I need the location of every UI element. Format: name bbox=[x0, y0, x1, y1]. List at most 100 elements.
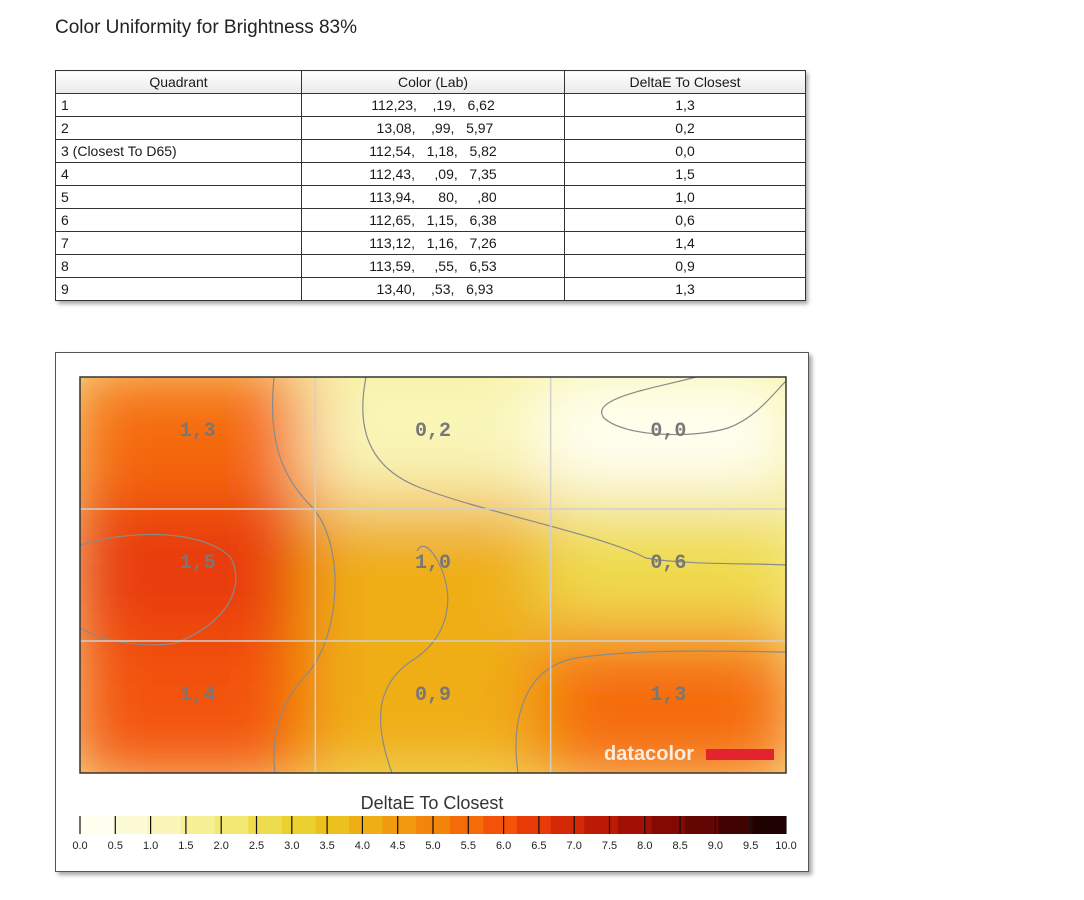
scale-swatch bbox=[113, 816, 148, 834]
scale-tick-label: 6.0 bbox=[496, 840, 511, 852]
scale-tick-label: 4.0 bbox=[355, 840, 370, 852]
scale-tick-label: 7.0 bbox=[567, 840, 582, 852]
cell-color-lab: 112,54, 1,18, 5,82 bbox=[301, 139, 565, 163]
scale-swatch bbox=[248, 816, 283, 834]
quadrant-value-label: 1,5 bbox=[180, 552, 216, 575]
heat-cells bbox=[80, 377, 786, 773]
value-labels: 1,3 0,2 0,0 1,5 1,0 0,6 1,4 0,9 1,3 bbox=[180, 420, 687, 707]
cell-color-lab: 112,23, ,19, 6,62 bbox=[301, 93, 565, 117]
scale-tick-label: 0.5 bbox=[108, 840, 123, 852]
heat-cell bbox=[80, 377, 326, 519]
header-color-lab: Color (Lab) bbox=[301, 70, 565, 94]
plot-border bbox=[79, 376, 787, 774]
heat-cell bbox=[305, 377, 561, 519]
heat-cell bbox=[80, 631, 326, 773]
quadrant-value-label: 0,9 bbox=[415, 684, 451, 707]
quadrant-value-label: 1,0 bbox=[415, 552, 451, 575]
logo-bar bbox=[706, 749, 774, 760]
scale-tick-label: 10.0 bbox=[775, 840, 796, 852]
scale-swatch bbox=[449, 816, 484, 834]
cell-quadrant: 9 bbox=[55, 277, 302, 301]
scale-tick-label: 2.5 bbox=[249, 840, 264, 852]
scale-swatch bbox=[752, 816, 787, 834]
scale-tick-label: 5.0 bbox=[425, 840, 440, 852]
quadrant-value-label: 0,0 bbox=[650, 420, 686, 443]
scale-swatch bbox=[483, 816, 518, 834]
quadrant-value-label: 1,3 bbox=[650, 684, 686, 707]
scale-swatch bbox=[348, 816, 384, 834]
contour-line bbox=[380, 545, 449, 773]
scale-swatch bbox=[214, 816, 249, 834]
scale-swatch bbox=[550, 816, 585, 834]
table-row: 9 13,40, ,53, 6,93 1,3 bbox=[55, 277, 806, 301]
scale-tick-label: 2.0 bbox=[214, 840, 229, 852]
scale-tick-label: 7.5 bbox=[602, 840, 617, 852]
scale-swatch bbox=[718, 816, 753, 834]
contour-lines bbox=[80, 377, 786, 773]
scale-tick-label: 5.5 bbox=[461, 840, 476, 852]
contour-line bbox=[362, 377, 786, 566]
cell-color-lab: 13,40, ,53, 6,93 bbox=[301, 277, 565, 301]
color-lab-table: Quadrant Color (Lab) DeltaE To Closest 1… bbox=[55, 70, 806, 301]
scale-tick-label: 4.5 bbox=[390, 840, 405, 852]
header-quadrant: Quadrant bbox=[55, 70, 302, 94]
scale-swatch bbox=[685, 816, 720, 834]
table-row: 6 112,65, 1,15, 6,38 0,6 bbox=[55, 208, 806, 232]
cell-color-lab: 113,12, 1,16, 7,26 bbox=[301, 231, 565, 255]
quadrant-value-label: 1,4 bbox=[180, 684, 216, 707]
table-header-row: Quadrant Color (Lab) DeltaE To Closest bbox=[55, 70, 806, 94]
table-row: 3 (Closest To D65) 112,54, 1,18, 5,82 0,0 bbox=[55, 139, 806, 163]
cell-deltae: 1,4 bbox=[564, 231, 806, 255]
uniformity-chart: 1,3 0,2 0,0 1,5 1,0 0,6 1,4 0,9 1,3 datacolor De… bbox=[72, 376, 797, 852]
cell-deltae: 0,2 bbox=[564, 116, 806, 140]
cell-deltae: 0,0 bbox=[564, 139, 806, 163]
heat-cell bbox=[540, 377, 786, 519]
cell-quadrant: 5 bbox=[55, 185, 302, 209]
cell-color-lab: 113,94, 80, ,80 bbox=[301, 185, 565, 209]
cell-deltae: 0,9 bbox=[564, 254, 806, 278]
scale-swatch bbox=[584, 816, 619, 834]
scale-tick-label: 8.5 bbox=[672, 840, 687, 852]
contour-line bbox=[271, 377, 336, 773]
scale-tick-label: 8.0 bbox=[637, 840, 652, 852]
cell-deltae: 1,3 bbox=[564, 277, 806, 301]
heat-cell bbox=[80, 499, 326, 651]
table-row: 8 113,59, ,55, 6,53 0,9 bbox=[55, 254, 806, 278]
header-deltae: DeltaE To Closest bbox=[564, 70, 806, 94]
scale-tick-label: 1.0 bbox=[143, 840, 158, 852]
scale-tick-label: 3.5 bbox=[319, 840, 334, 852]
contour-line bbox=[601, 377, 786, 436]
scale-swatch bbox=[147, 816, 182, 834]
cell-quadrant: 7 bbox=[55, 231, 302, 255]
scale-tick-label: 9.5 bbox=[743, 840, 758, 852]
cell-color-lab: 112,65, 1,15, 6,38 bbox=[301, 208, 565, 232]
table-row: 4 112,43, ,09, 7,35 1,5 bbox=[55, 162, 806, 186]
cell-color-lab: 113,59, ,55, 6,53 bbox=[301, 254, 565, 278]
scale-swatch bbox=[281, 816, 316, 834]
contour-line bbox=[80, 533, 237, 646]
scale-swatch bbox=[315, 816, 350, 834]
contour-line bbox=[515, 650, 786, 773]
lab-table-container: Quadrant Color (Lab) DeltaE To Closest 1… bbox=[55, 70, 806, 301]
heatmap-area bbox=[80, 377, 786, 773]
quadrant-value-label: 0,6 bbox=[650, 552, 686, 575]
table-row: 7 113,12, 1,16, 7,26 1,4 bbox=[55, 231, 806, 255]
legend-title: DeltaE To Closest bbox=[361, 793, 504, 813]
grid-lines bbox=[80, 377, 786, 773]
cell-quadrant: 6 bbox=[55, 208, 302, 232]
scale-swatch bbox=[651, 816, 686, 834]
uniformity-chart-panel: 1,3 0,2 0,0 1,5 1,0 0,6 1,4 0,9 1,3 datacolor De… bbox=[55, 352, 809, 872]
scale-tick-label: 1.5 bbox=[178, 840, 193, 852]
quadrant-value-label: 0,2 bbox=[415, 420, 451, 443]
heat-cell bbox=[305, 499, 561, 651]
table-row: 2 13,08, ,99, 5,97 0,2 bbox=[55, 116, 806, 140]
table-row: 5 113,94, 80, ,80 1,0 bbox=[55, 185, 806, 209]
table-row: 1 112,23, ,19, 6,62 1,3 bbox=[55, 93, 806, 117]
scale-tick-label: 3.0 bbox=[284, 840, 299, 852]
quadrant-value-label: 1,3 bbox=[180, 420, 216, 443]
scale-swatch bbox=[382, 816, 417, 834]
heat-cell bbox=[305, 631, 561, 773]
scale-swatch bbox=[180, 816, 215, 834]
cell-deltae: 1,3 bbox=[564, 93, 806, 117]
cell-deltae: 0,6 bbox=[564, 208, 806, 232]
